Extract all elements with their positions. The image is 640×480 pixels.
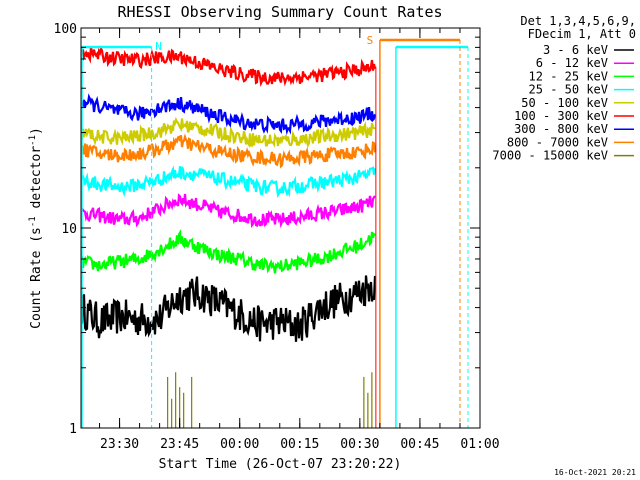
series-7-line — [80, 133, 377, 169]
x-tick-label-5: 00:45 — [400, 437, 439, 452]
series-6 — [80, 93, 377, 136]
x-axis-label: Start Time (26-Oct-07 23:20:22) — [159, 457, 402, 472]
x-tick-label-6: 01:00 — [460, 437, 499, 452]
legend-label-8: 7000 - 15000 keV — [492, 149, 608, 163]
legend-label-4: 50 - 100 keV — [521, 96, 608, 110]
legend-label-5: 100 - 300 keV — [514, 109, 608, 123]
chart-title: RHESSI Observing Summary Count Rates — [117, 3, 442, 21]
x-tick-label-2: 00:00 — [220, 437, 259, 452]
y-axis-label-sup-2: -1 — [28, 135, 38, 146]
y-tick-label-0: 1 — [69, 422, 77, 437]
series-3-line — [81, 165, 377, 199]
legend-header-line-1: Det 1,3,4,5,6,9, — [520, 14, 636, 28]
y-tick-label-1: 10 — [61, 222, 77, 237]
x-tick-label-4: 00:30 — [340, 437, 379, 452]
x-tick-label-1: 23:45 — [160, 437, 199, 452]
y-tick-label-2: 100 — [54, 22, 77, 37]
series-1 — [81, 193, 376, 229]
y-axis-label-main: Count Rate (s — [29, 227, 44, 329]
svg-text:Count Rate (s-1 detector-1): Count Rate (s-1 detector-1) — [28, 127, 44, 329]
legend-header-line-2: FDecim 1, Att 0 — [528, 27, 636, 41]
annotation-s: S — [367, 34, 374, 47]
timestamp: 16-Oct-2021 20:21 — [554, 468, 636, 477]
y-axis-label-close: ) — [29, 127, 44, 135]
series-0-line — [80, 275, 377, 342]
series-3 — [81, 165, 377, 199]
legend-label-0: 3 - 6 keV — [543, 43, 608, 57]
series-7 — [80, 133, 377, 169]
x-tick-label-0: 23:30 — [100, 437, 139, 452]
series-2-line — [80, 229, 376, 274]
series-5 — [80, 45, 377, 88]
legend-label-1: 6 - 12 keV — [536, 56, 608, 70]
legend-label-2: 12 - 25 keV — [529, 69, 608, 83]
series-1-line — [81, 193, 376, 229]
y-axis-label-tail: detector — [29, 146, 44, 217]
series-6-line — [80, 93, 377, 136]
y-axis-label: Count Rate (s-1 detector-1) — [28, 127, 44, 329]
x-tick-label-3: 00:15 — [280, 437, 319, 452]
annotation-n: N — [155, 40, 162, 53]
series-2 — [80, 229, 376, 274]
series-0 — [80, 275, 377, 342]
series-5-line — [80, 45, 377, 88]
legend-label-7: 800 - 7000 keV — [507, 135, 608, 149]
plot-area: N S 1 10 100 23:30 23:45 00:00 00:15 00:30 00:45 01… — [54, 22, 500, 452]
legend-label-6: 300 - 800 keV — [514, 122, 608, 136]
y-axis-label-sup: -1 — [28, 216, 38, 227]
series-4-line — [80, 116, 376, 149]
series-8 — [167, 372, 373, 428]
legend-label-3: 25 - 50 keV — [529, 83, 608, 97]
series-4 — [80, 116, 376, 149]
